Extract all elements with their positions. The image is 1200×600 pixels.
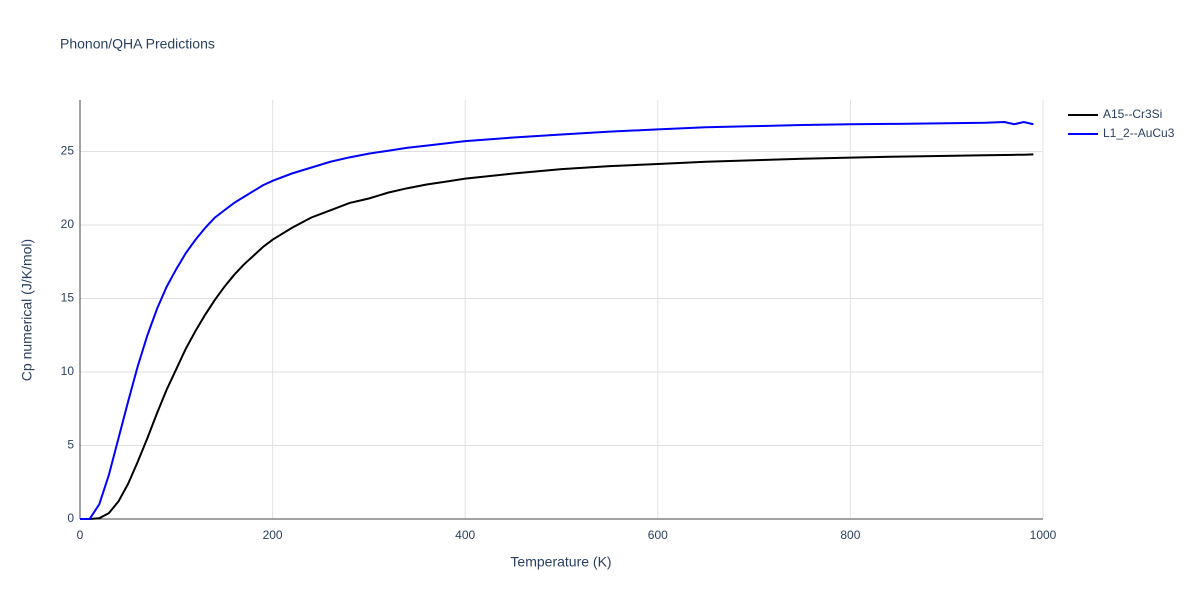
legend-label: L1_2--AuCu3 — [1103, 126, 1175, 140]
series-line — [80, 153, 1034, 520]
y-tick-label: 5 — [67, 438, 74, 452]
x-tick-label: 0 — [77, 528, 84, 542]
x-tick-label: 600 — [648, 528, 668, 542]
y-tick-label: 10 — [61, 364, 75, 378]
y-tick-label: 25 — [61, 144, 75, 158]
x-tick-label: 800 — [840, 528, 860, 542]
x-tick-label: 200 — [263, 528, 283, 542]
y-tick-label: 0 — [67, 511, 74, 525]
chart-title: Phonon/QHA Predictions — [60, 36, 215, 52]
x-tick-label: 400 — [455, 528, 475, 542]
y-tick-label: 15 — [61, 291, 75, 305]
y-axis-label: Cp numerical (J/K/mol) — [19, 239, 35, 381]
series-line — [80, 121, 1034, 520]
legend-label: A15--Cr3Si — [1103, 107, 1162, 121]
x-tick-label: 1000 — [1030, 528, 1057, 542]
y-tick-label: 20 — [61, 217, 75, 231]
x-axis-label: Temperature (K) — [510, 554, 611, 570]
